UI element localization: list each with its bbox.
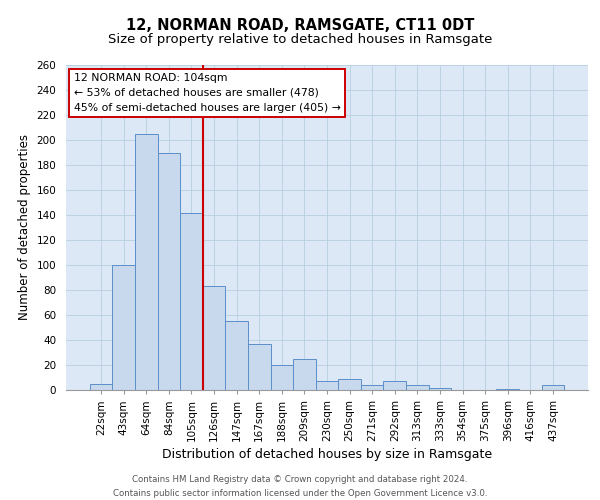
Bar [338, 379, 361, 390]
Bar [293, 359, 316, 390]
Bar [158, 152, 180, 390]
Bar [112, 265, 135, 390]
Bar [180, 212, 203, 390]
Bar [226, 322, 248, 390]
Bar [542, 385, 564, 390]
Bar [383, 381, 406, 390]
Text: 12 NORMAN ROAD: 104sqm
← 53% of detached houses are smaller (478)
45% of semi-de: 12 NORMAN ROAD: 104sqm ← 53% of detached… [74, 73, 341, 112]
Bar [361, 385, 383, 390]
Bar [271, 365, 293, 390]
Text: 12, NORMAN ROAD, RAMSGATE, CT11 0DT: 12, NORMAN ROAD, RAMSGATE, CT11 0DT [126, 18, 474, 32]
Bar [316, 381, 338, 390]
Text: Contains HM Land Registry data © Crown copyright and database right 2024.
Contai: Contains HM Land Registry data © Crown c… [113, 474, 487, 498]
Bar [90, 384, 112, 390]
Bar [203, 286, 226, 390]
Text: Size of property relative to detached houses in Ramsgate: Size of property relative to detached ho… [108, 32, 492, 46]
Bar [248, 344, 271, 390]
Bar [496, 389, 519, 390]
X-axis label: Distribution of detached houses by size in Ramsgate: Distribution of detached houses by size … [162, 448, 492, 461]
Bar [428, 388, 451, 390]
Bar [135, 134, 158, 390]
Bar [406, 385, 428, 390]
Y-axis label: Number of detached properties: Number of detached properties [18, 134, 31, 320]
